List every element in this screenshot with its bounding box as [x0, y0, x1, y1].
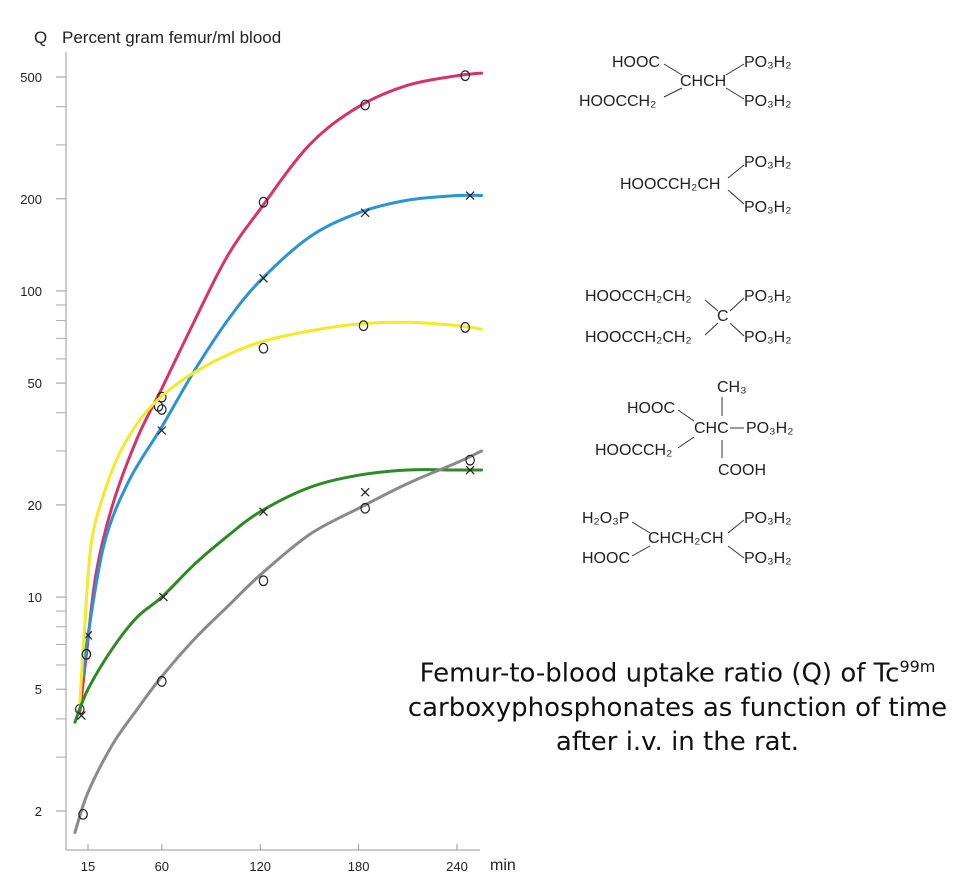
- series-blue-point-4: [465, 191, 475, 200]
- y-axis-title: Percent gram femur/ml blood: [62, 28, 281, 47]
- caption-line-1-text: Femur-to-blood uptake ratio (Q) of Tc: [419, 658, 900, 689]
- structure-5: H₂O₃P HOOC CHCH₂CH PO₃H₂ PO₃H₂: [582, 510, 791, 567]
- structure-3-left-bottom: HOOCCH₂CH₂: [585, 329, 692, 346]
- structure-4-bottom: COOH: [718, 462, 766, 479]
- structure-5-center: CHCH₂CH: [648, 530, 724, 547]
- y-tick-label-500: 500: [20, 70, 42, 85]
- series-green-point-3: [360, 487, 370, 497]
- x-tick-label-120: 120: [249, 859, 271, 874]
- structure-4-right: PO₃H₂: [746, 420, 793, 437]
- y-tick-label-5: 5: [35, 682, 42, 697]
- structure-3-center: C: [717, 308, 729, 325]
- structure-1-left-bottom: HOOCCH₂: [579, 93, 656, 110]
- structure-1-center: CHCH: [680, 73, 726, 90]
- series-gray-point-0: [78, 808, 88, 820]
- series-yellow: [78, 320, 484, 705]
- structure-5-bonds: [631, 519, 745, 559]
- y-tick-label-50: 50: [28, 376, 42, 391]
- series-green-point-1: [159, 592, 168, 602]
- y-tick-label-2: 2: [35, 804, 42, 819]
- x-tick-label-240: 240: [446, 859, 468, 874]
- caption: Femur-to-blood uptake ratio (Q) of Tc99m…: [395, 650, 960, 759]
- structure-1-bonds: [663, 63, 745, 100]
- y-axis-symbol: Q: [34, 28, 47, 47]
- series-yellow-point-1: [157, 404, 167, 415]
- structure-4-left-top: HOOC: [627, 400, 675, 417]
- structure-4-top: CH₃: [717, 379, 747, 396]
- structure-4-bonds: [677, 397, 744, 458]
- caption-line-1: Femur-to-blood uptake ratio (Q) of Tc99m: [395, 650, 960, 691]
- x-tick-label-15: 15: [81, 859, 95, 874]
- series-yellow-point-0: [81, 648, 92, 660]
- x-tick-label-60: 60: [155, 859, 169, 874]
- caption-line-2: carboxyphosphonates as function of time: [407, 692, 948, 723]
- series-green: [73, 465, 484, 724]
- structure-5-left-top: H₂O₃P: [582, 510, 629, 527]
- series-gray-point-3: [360, 502, 370, 514]
- structure-3-bonds: [704, 297, 745, 337]
- structure-2-bonds: [727, 164, 745, 205]
- structure-2-left: HOOCCH₂CH: [620, 176, 720, 193]
- series-yellow-point-4: [460, 322, 470, 333]
- series-magenta-point-6: [460, 70, 470, 82]
- caption-line-3: after i.v. in the rat.: [555, 726, 800, 757]
- structure-2-right-top: PO₃H₂: [744, 154, 791, 171]
- structure-1: HOOC HOOCCH₂ CHCH PO₃H₂ PO₃H₂: [579, 54, 791, 110]
- series-blue-point-1: [157, 426, 167, 435]
- structure-4-left-bottom: HOOCCH₂: [595, 442, 672, 459]
- structure-2-right-bottom: PO₃H₂: [744, 199, 791, 216]
- y-tick-label-200: 200: [20, 192, 42, 207]
- series-magenta-point-5: [360, 99, 370, 111]
- series-gray: [73, 449, 484, 835]
- structure-1-left-top: HOOC: [612, 54, 660, 71]
- series-yellow-point-3: [358, 320, 369, 332]
- structure-1-right-top: PO₃H₂: [744, 54, 791, 71]
- structure-4-center: CHC: [694, 420, 729, 437]
- series-gray-line: [73, 449, 484, 835]
- structure-3: HOOCCH₂CH₂ HOOCCH₂CH₂ C PO₃H₂ PO₃H₂: [585, 288, 791, 346]
- series-green-point-0: [77, 711, 86, 720]
- x-ticks: 15 60 120 180 240: [81, 844, 468, 874]
- y-tick-label-20: 20: [28, 498, 42, 513]
- x-axis-title: min: [490, 857, 516, 874]
- series-magenta-point-4: [258, 196, 269, 208]
- series-yellow-point-2: [258, 342, 269, 354]
- series-blue-point-2: [259, 273, 268, 283]
- series-layer: [73, 70, 484, 835]
- structure-2: HOOCCH₂CH PO₃H₂ PO₃H₂: [620, 154, 791, 216]
- structure-5-right-top: PO₃H₂: [744, 510, 791, 527]
- series-gray-point-2: [258, 575, 269, 587]
- y-ticks: 2 5 10 20 50 100 200 500: [20, 70, 66, 819]
- series-green-point-4: [465, 465, 475, 475]
- caption-superscript: 99m: [899, 657, 936, 676]
- x-tick-label-180: 180: [348, 859, 370, 874]
- y-tick-label-100: 100: [20, 284, 42, 299]
- series-blue: [81, 191, 484, 678]
- series-magenta-point-3: [153, 400, 164, 412]
- structure-1-right-bottom: PO₃H₂: [744, 93, 791, 110]
- series-blue-line: [81, 193, 484, 678]
- series-blue-point-3: [360, 208, 370, 218]
- structure-3-left-top: HOOCCH₂CH₂: [585, 288, 692, 305]
- series-gray-point-4: [465, 454, 475, 466]
- series-magenta-line: [78, 71, 484, 714]
- series-gray-point-1: [157, 676, 167, 687]
- structure-3-right-bottom: PO₃H₂: [744, 329, 791, 346]
- structure-5-right-bottom: PO₃H₂: [744, 550, 791, 567]
- series-yellow-line: [78, 320, 484, 705]
- structure-4: CH₃ HOOC HOOCCH₂ CHC PO₃H₂ COOH: [595, 379, 793, 479]
- series-green-point-2: [259, 507, 268, 517]
- series-magenta-point-2: [157, 391, 167, 403]
- y-tick-label-10: 10: [28, 590, 42, 605]
- structure-3-right-top: PO₃H₂: [744, 288, 791, 305]
- structure-5-left-bottom: HOOC: [582, 550, 630, 567]
- series-green-line: [73, 468, 484, 724]
